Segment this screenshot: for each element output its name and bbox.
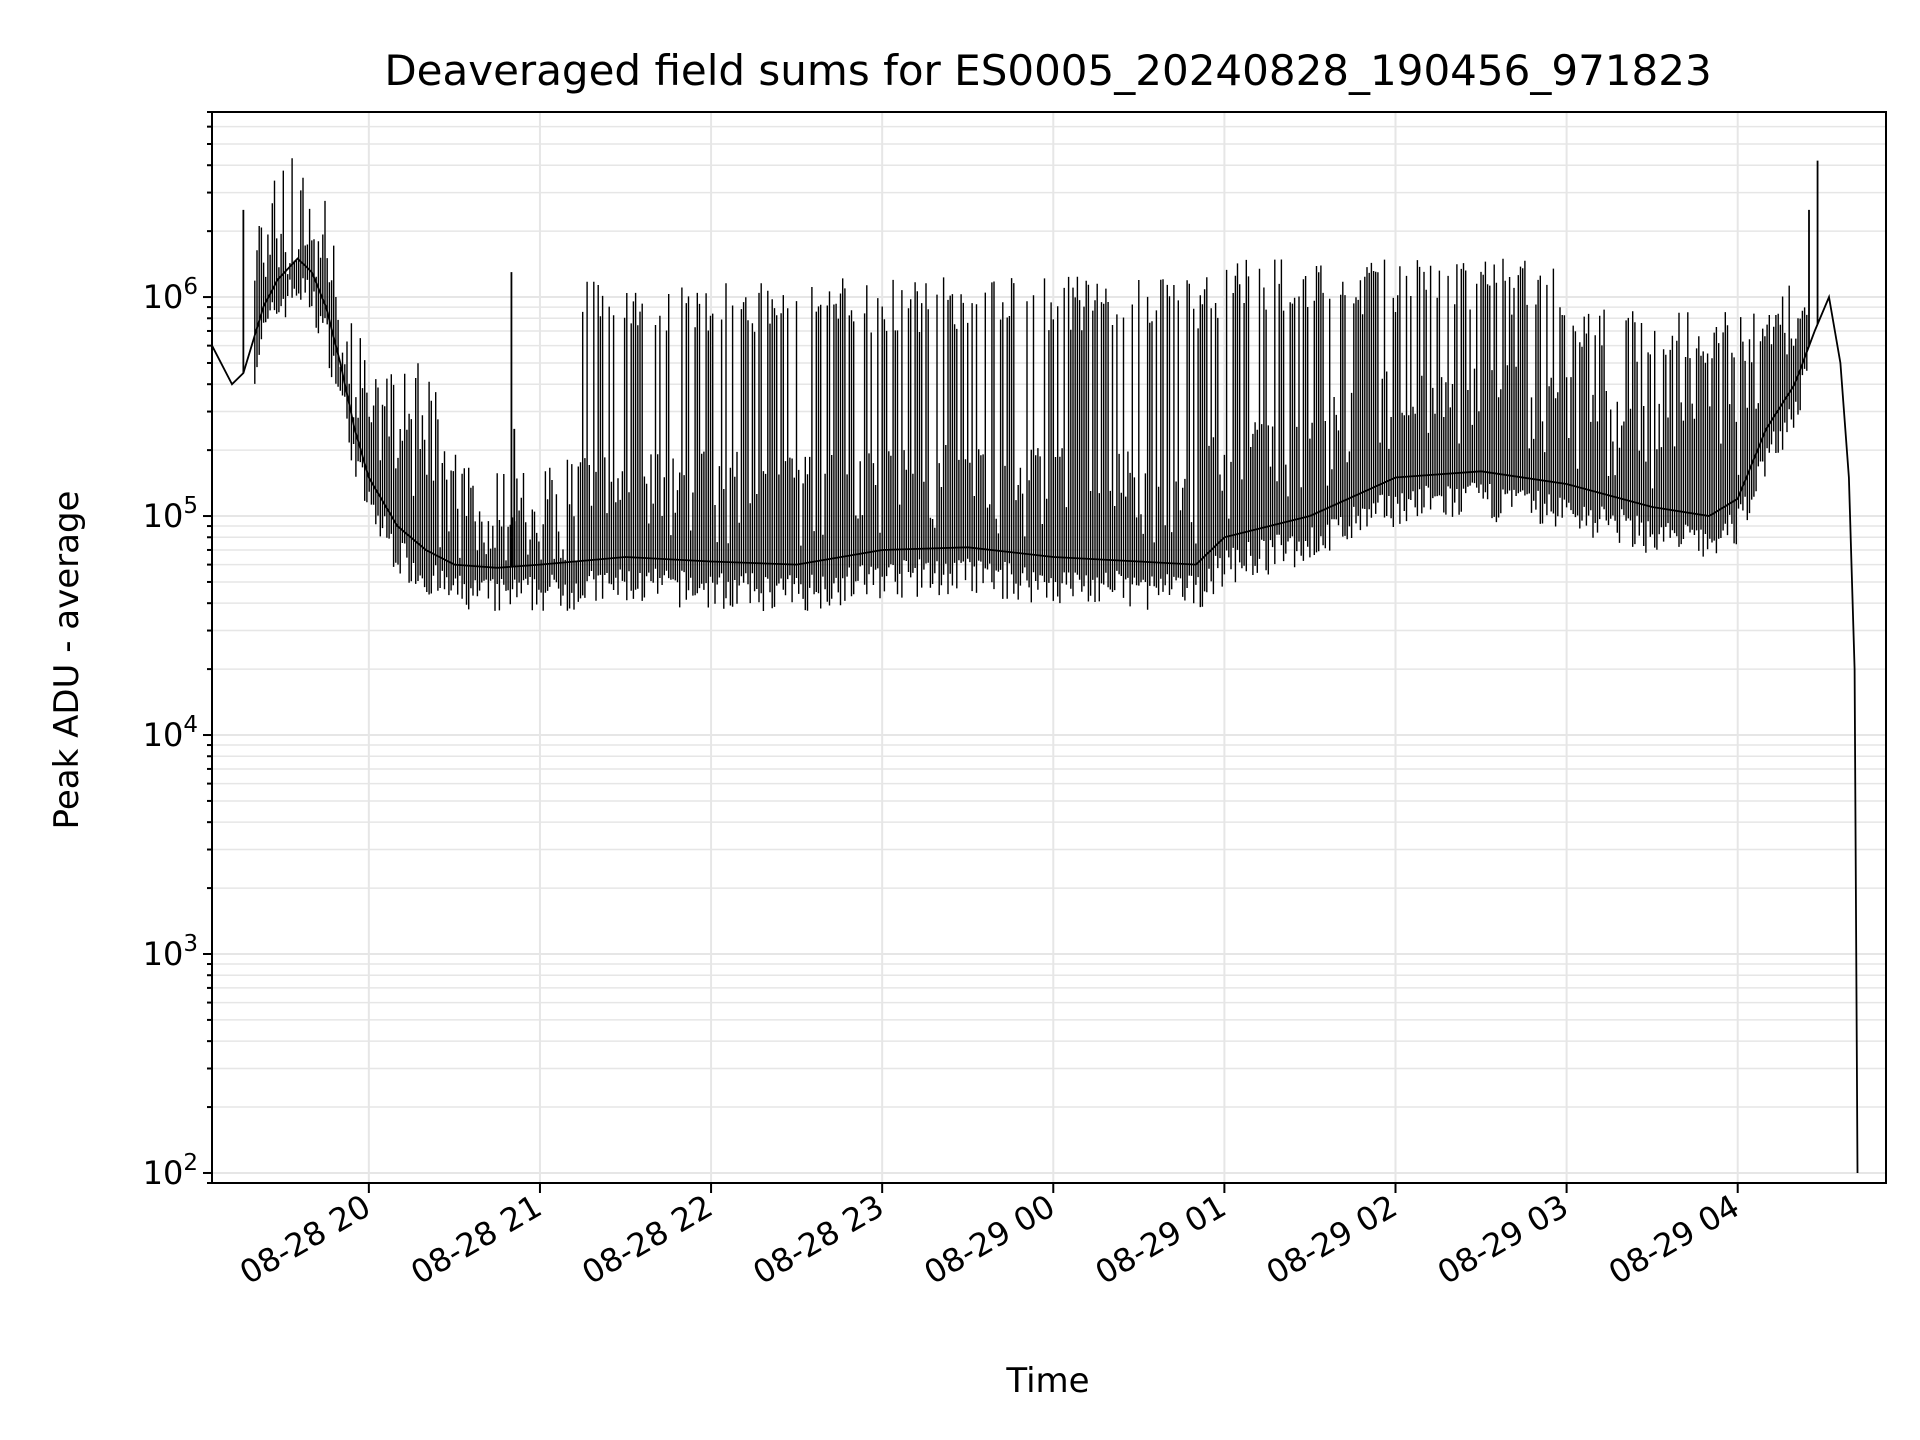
series-lines (212, 161, 1858, 1173)
x-tick-label: 08-28 23 (747, 1187, 891, 1292)
x-tick-label: 08-28 21 (404, 1187, 548, 1292)
grid (212, 112, 1886, 1183)
x-tick-label: 08-29 00 (918, 1187, 1062, 1292)
y-axis-title: Peak ADU - average (47, 491, 87, 830)
y-tick-label: 104 (143, 712, 198, 754)
spike-band (340, 323, 438, 594)
x-axis-title: Time (1005, 1361, 1089, 1401)
x-tick-label: 08-28 20 (233, 1187, 377, 1292)
plot-frame (212, 112, 1886, 1183)
x-tick-label: 08-29 01 (1089, 1187, 1233, 1292)
spike-band (1224, 260, 1393, 583)
y-tick-label: 102 (143, 1150, 198, 1192)
chart-title: Deaveraged field sums for ES0005_2024082… (384, 46, 1711, 95)
spike-band (440, 451, 580, 611)
x-tick-label: 08-28 22 (575, 1187, 719, 1292)
y-axis: 102 103 104 105 106 (143, 112, 212, 1192)
x-tick-label: 08-29 04 (1602, 1187, 1746, 1292)
y-tick-label: 105 (143, 493, 198, 535)
x-tick-label: 08-29 02 (1260, 1187, 1404, 1292)
x-axis: 08-28 20 08-28 21 08-28 22 08-28 23 08-29 00… (233, 1183, 1745, 1292)
spike-band (1396, 259, 1565, 527)
y-tick-label: 103 (143, 931, 198, 973)
series-line (212, 259, 1858, 1174)
y-tick-label: 106 (143, 274, 198, 316)
x-tick-label: 08-29 03 (1431, 1187, 1575, 1292)
